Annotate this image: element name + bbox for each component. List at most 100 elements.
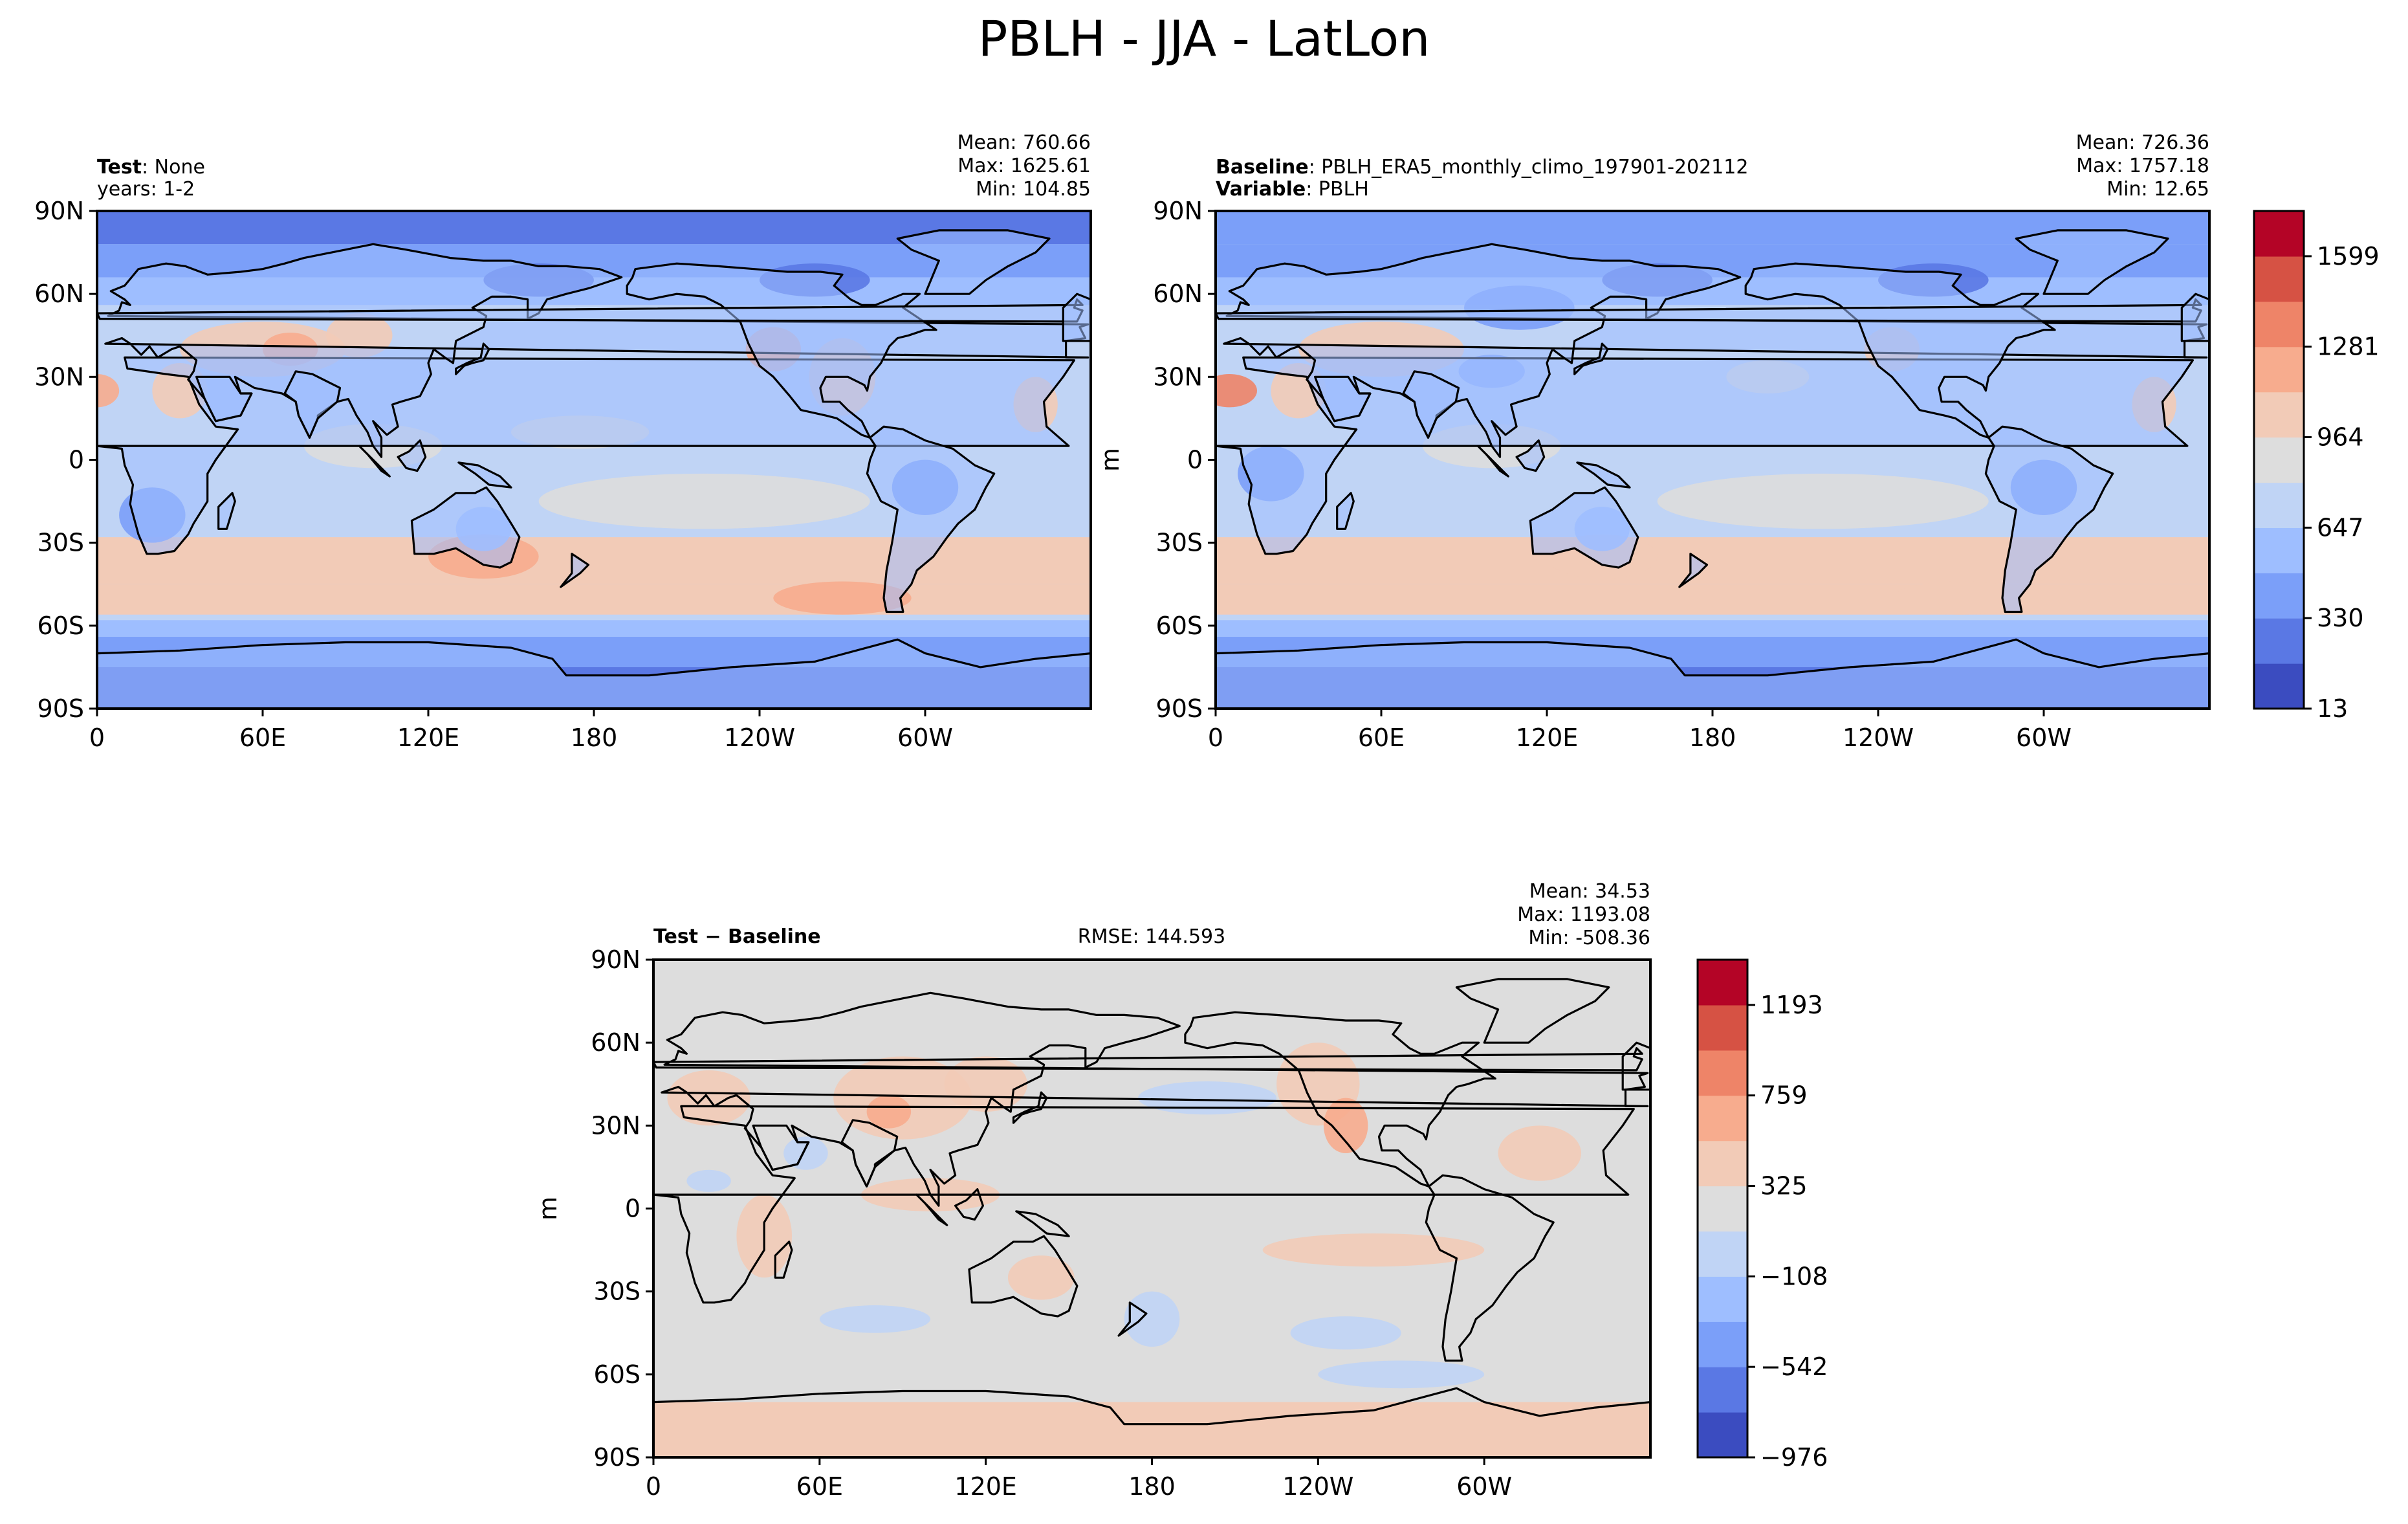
colorbar-frame <box>1696 958 1749 1459</box>
colorbar-segment <box>1698 1231 1747 1277</box>
coastline-antarctica <box>97 638 1091 709</box>
panel-header-text: : PBLH_ERA5_monthly_climo_197901-202112 <box>1309 156 1749 179</box>
colorbar-segment <box>2254 346 2304 393</box>
coastlines <box>0 978 1650 1457</box>
colorbar-segment <box>1698 1095 1747 1142</box>
colorbar-tick-label: −976 <box>1760 1443 1828 1472</box>
lat-tick-label: 60S <box>1156 612 1203 640</box>
contour-region <box>1318 1360 1485 1389</box>
coastline-nz <box>560 553 590 588</box>
colorbar-segment <box>2254 437 2304 483</box>
panel-stat: Mean: 760.66 <box>958 131 1091 154</box>
panel-stat: Min: 104.85 <box>976 178 1091 201</box>
colorbar-tick-label: 1281 <box>2317 333 2380 361</box>
lon-tick-label: 120W <box>1282 1472 1353 1501</box>
panel-header-line2: Variable: PBLH <box>1216 178 1369 201</box>
lon-tick-label: 60E <box>1358 723 1405 752</box>
colorbar-segment <box>1698 1050 1747 1096</box>
panel-stat: Mean: 726.36 <box>2076 131 2209 154</box>
coastline-india <box>1402 370 1460 439</box>
coastline-arabia <box>195 375 253 423</box>
latitude-band <box>97 620 1091 637</box>
colorbar-tick-label: −542 <box>1760 1353 1828 1381</box>
lat-tick-label: 60S <box>594 1360 640 1389</box>
lat-tick-label: 90S <box>594 1443 640 1472</box>
contour-region <box>773 581 912 615</box>
lon-tick-label: 60W <box>1456 1472 1512 1501</box>
coastline-eurasia_wrap <box>1062 293 1091 342</box>
panel-header-text: : PBLH <box>1306 178 1369 201</box>
coastline-na <box>1184 1011 1496 1187</box>
coastline-greenland <box>2015 229 2169 295</box>
contour-region <box>833 1056 972 1140</box>
coastline-eurasia <box>0 993 651 1206</box>
panel-header-text: years: 1-2 <box>97 178 195 201</box>
contour-region <box>538 473 870 529</box>
coastline-india <box>840 1119 899 1187</box>
colorbar-tick-label: 330 <box>2317 604 2364 632</box>
contour-region <box>1216 374 1257 408</box>
panel-header-text: : None <box>142 156 205 179</box>
lat-tick-label: 0 <box>625 1195 640 1223</box>
coastline-borneo <box>1515 439 1546 472</box>
colorbar-segment <box>1698 1004 1747 1051</box>
colorbar-tick-label: 13 <box>2317 694 2348 723</box>
coastline-sumatra <box>358 445 391 478</box>
coastline-sumatra <box>915 1193 948 1226</box>
coastline-japan <box>455 342 490 375</box>
coastline-nz <box>1117 1301 1148 1337</box>
colorbar-segment <box>1698 960 1747 1006</box>
lat-tick-label: 0 <box>1187 446 1203 474</box>
colorbar-segment <box>2254 301 2304 348</box>
contour-region <box>1323 1098 1368 1154</box>
coastline-sa <box>1425 1174 1555 1362</box>
panel-header-line1: Test − Baseline <box>653 925 821 948</box>
coastline-eurasia_wrap <box>2180 293 2209 342</box>
coastline-newguinea <box>1576 461 1631 489</box>
panel-stat: Min: -508.36 <box>1528 927 1650 949</box>
panel-header-line1: Baseline: PBLH_ERA5_monthly_climo_197901… <box>1216 156 1748 179</box>
coastline-antarctica <box>1216 638 2209 709</box>
colorbar-segment <box>2254 573 2304 619</box>
coastline-sa <box>0 426 1 612</box>
latitude-band <box>97 584 1091 615</box>
panel-stat: Max: 1757.18 <box>2076 155 2209 177</box>
panel-header-line1: Test: None <box>97 156 205 179</box>
coastline-antarctica <box>653 1401 655 1457</box>
coastline-greenland <box>1455 978 1610 1044</box>
contour-region <box>686 1169 731 1192</box>
latitude-band <box>1216 620 2209 637</box>
lat-tick-label: 30N <box>1153 362 1203 391</box>
colorbar-tick-label: 1193 <box>1760 991 1823 1019</box>
lon-tick-label: 180 <box>1689 723 1736 752</box>
coastlines <box>0 229 1091 709</box>
coastline-uk <box>653 1047 1643 1072</box>
contour-region <box>1138 1081 1277 1115</box>
lon-tick-label: 0 <box>1208 723 1223 752</box>
colorbar-segment <box>2254 663 2304 709</box>
coastline-greenland <box>896 229 1051 295</box>
contour-region <box>1657 473 1989 529</box>
coastline-greenland <box>459 979 611 1043</box>
coastline-nz <box>1678 553 1709 588</box>
lat-tick-label: 30S <box>594 1277 640 1306</box>
contour-region <box>1498 1125 1581 1181</box>
lon-tick-label: 60W <box>897 723 953 752</box>
lon-tick-label: 0 <box>646 1472 661 1501</box>
coastline-newguinea <box>457 461 512 489</box>
colorbar-segment <box>2254 482 2304 528</box>
coastline-japan <box>17 1092 50 1123</box>
lon-tick-label: 120W <box>1843 723 1914 752</box>
colorbar-segment <box>1698 1412 1747 1458</box>
coastline-australia <box>1529 486 1639 569</box>
coastline-uk <box>0 1048 645 1070</box>
coastline-australia <box>410 486 521 569</box>
contour-region <box>1290 1316 1401 1350</box>
y-axis-label: m <box>534 1197 562 1220</box>
colorbar-tick-label: 759 <box>1760 1081 1808 1110</box>
lat-tick-label: 30N <box>34 362 84 391</box>
coastline-australia <box>968 1235 1078 1318</box>
colorbar-frame <box>2253 210 2305 710</box>
rmse-label: RMSE: 144.593 <box>1078 925 1225 948</box>
lat-tick-label: 90S <box>38 694 84 723</box>
